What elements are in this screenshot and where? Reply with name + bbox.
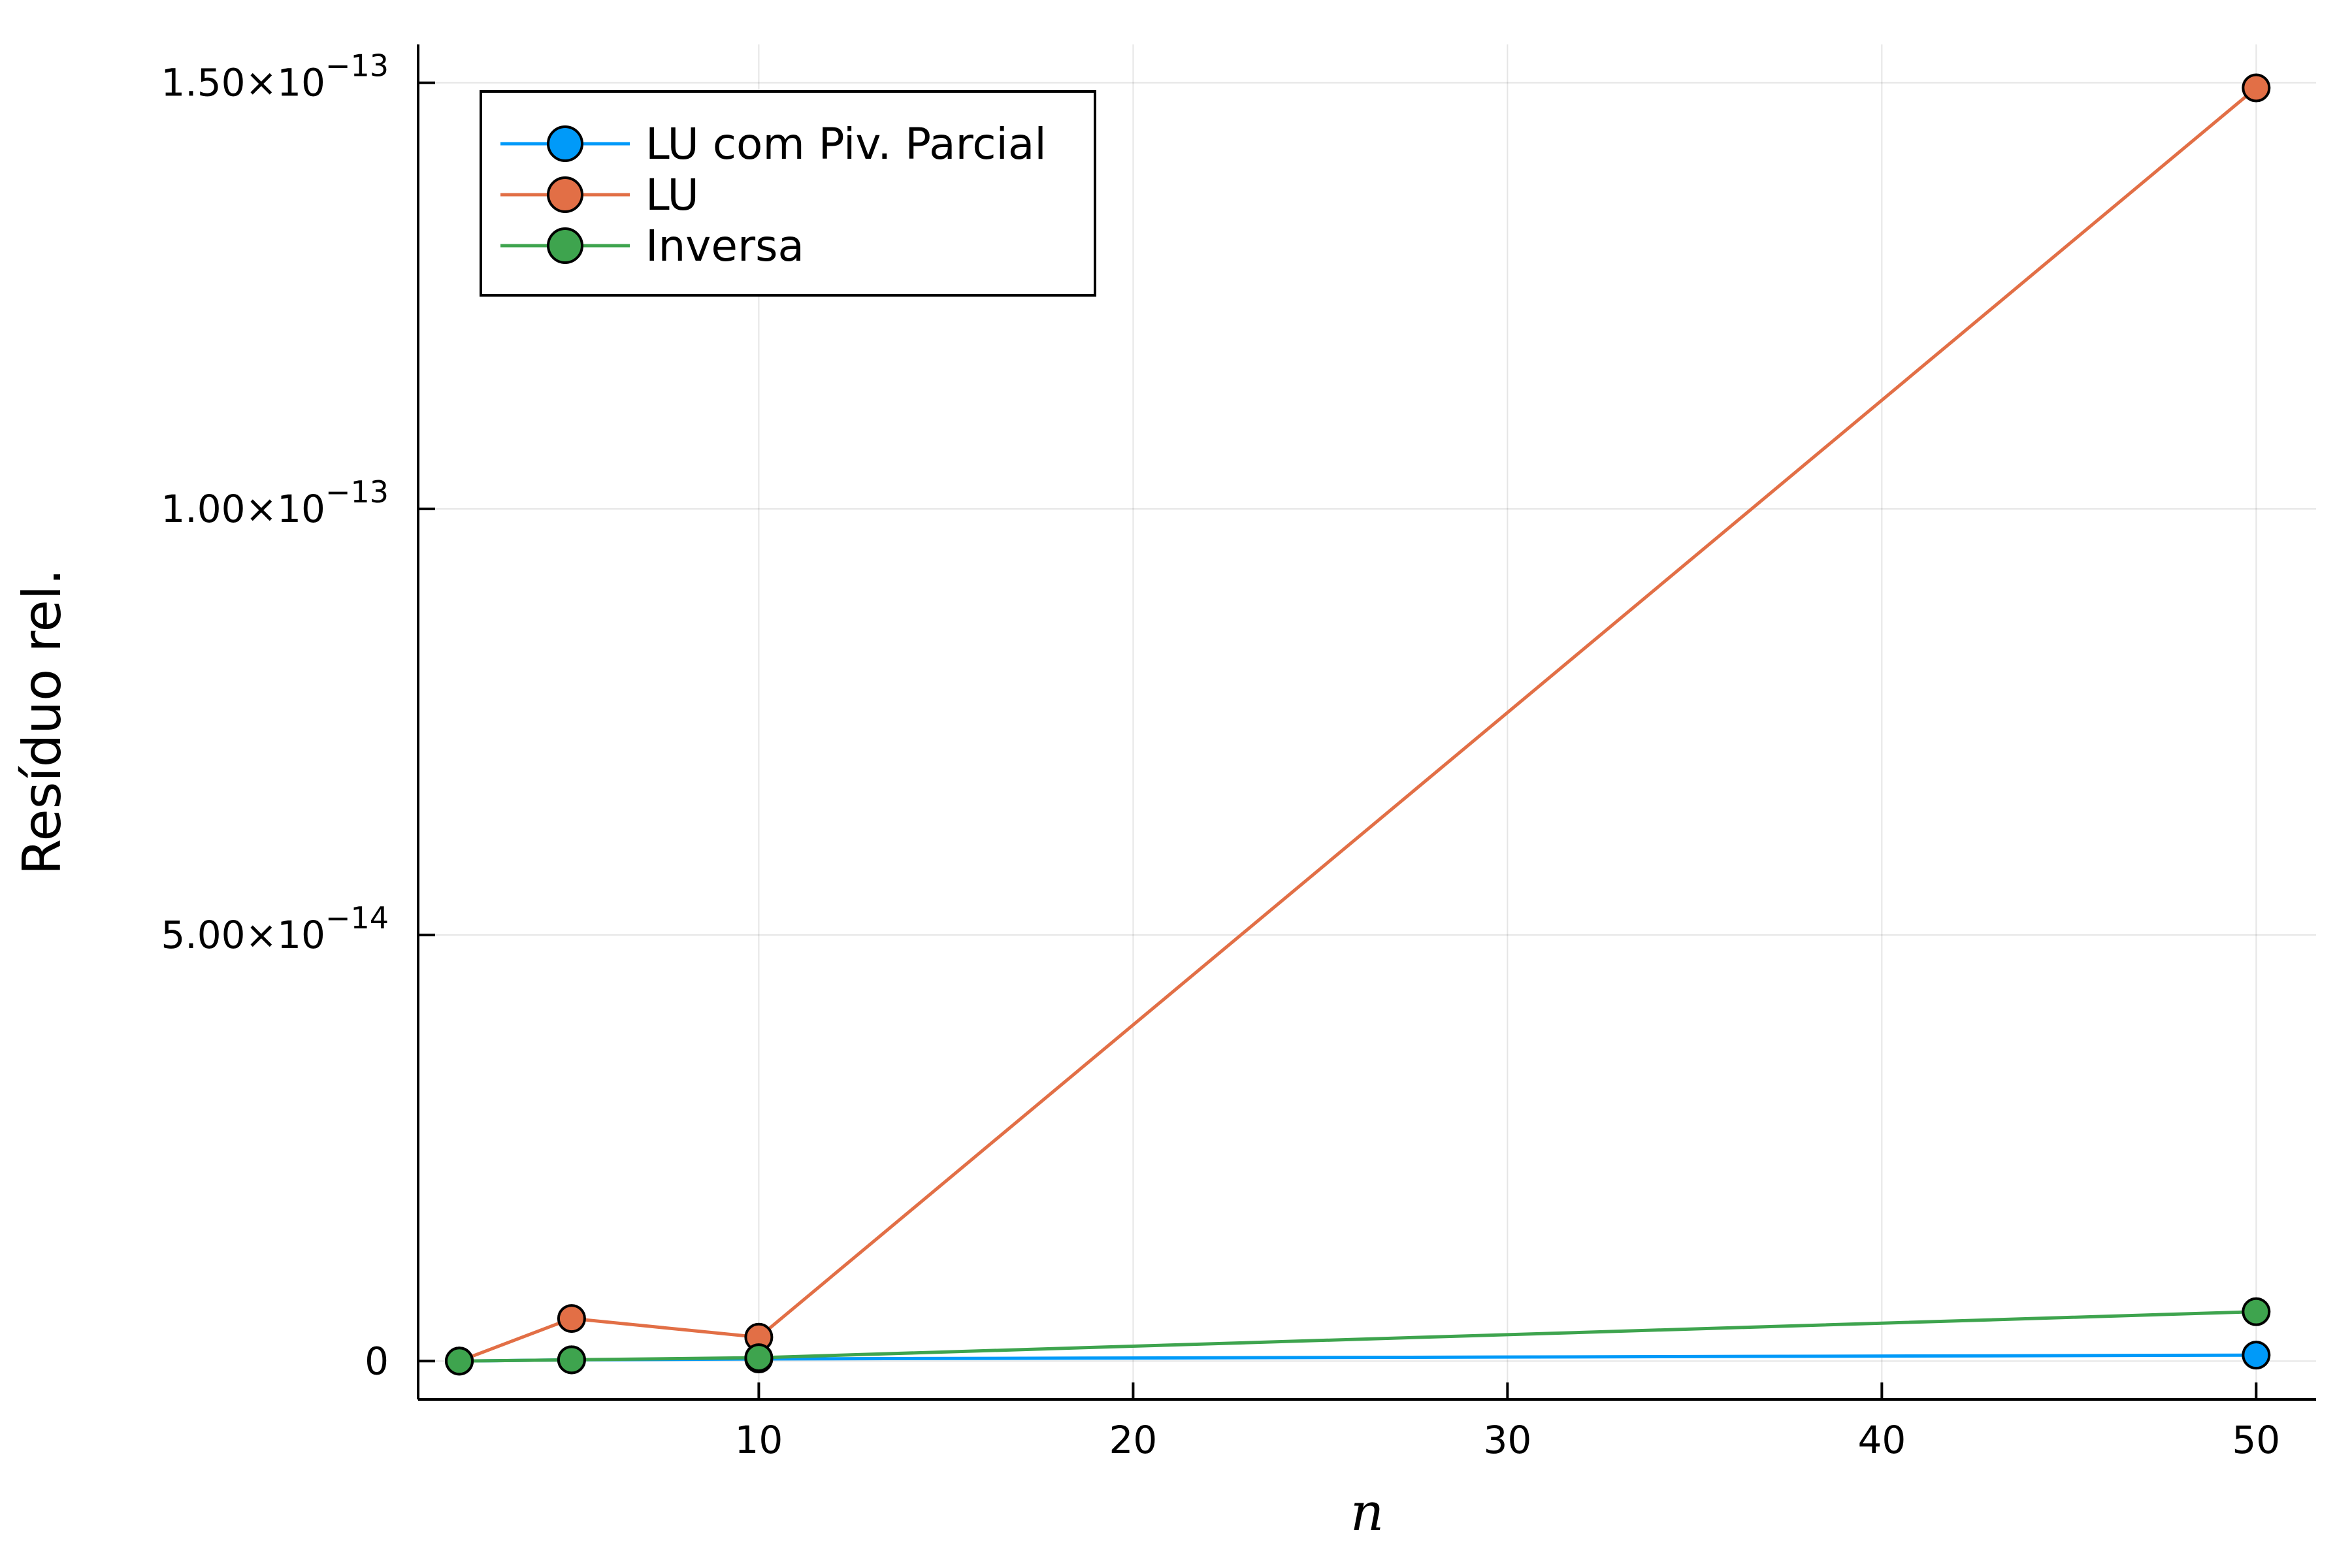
y-tick-mantissa: 0: [365, 1339, 389, 1383]
data-point-0-3: [2242, 1341, 2271, 1370]
y-tick-exponent: −13: [325, 48, 389, 84]
series-group: [445, 73, 2271, 1376]
data-point-2-2: [744, 1343, 774, 1373]
y-tick-exponent: −13: [325, 474, 389, 510]
legend-marker-2: [547, 227, 583, 264]
x-tick-label: 20: [1109, 1418, 1157, 1462]
y-tick-exponent: −14: [325, 900, 389, 936]
y-tick-mantissa: 1.50×10: [161, 61, 325, 105]
legend-label: LU: [645, 170, 699, 220]
legend-label: Inversa: [645, 221, 804, 271]
grid: [418, 44, 2316, 1399]
data-point-1-3: [2242, 73, 2271, 103]
y-tick-label: 1.00×10−13: [161, 474, 389, 531]
y-tick-label: 0: [365, 1339, 389, 1383]
series-line-1: [459, 86, 2257, 1363]
legend-label: LU com Piv. Parcial: [645, 119, 1047, 169]
data-point-1-1: [557, 1304, 586, 1333]
legend-marker-1: [547, 176, 583, 213]
data-point-2-0: [445, 1347, 474, 1376]
y-tick-mantissa: 1.00×10: [161, 487, 325, 531]
x-tick-label: 30: [1483, 1418, 1531, 1462]
y-tick-mantissa: 5.00×10: [161, 913, 325, 957]
legend-marker-0: [547, 125, 583, 162]
x-ticks: 10 20 30 40 50: [735, 1382, 2280, 1462]
axes: [417, 44, 2316, 1401]
x-tick-label: 10: [735, 1418, 783, 1462]
y-ticks: 05.00×10−141.00×10−131.50×10−13: [161, 48, 435, 1383]
data-point-2-1: [557, 1345, 586, 1375]
x-tick-label: 40: [1857, 1418, 1906, 1462]
y-tick-label: 1.50×10−13: [161, 48, 389, 105]
series-line-2: [459, 1310, 2257, 1363]
data-point-2-3: [2242, 1297, 2271, 1326]
x-axis-title: n: [1350, 1482, 1384, 1543]
y-axis-title: Resíduo rel.: [12, 569, 73, 875]
x-tick-label: 50: [2232, 1418, 2280, 1462]
y-tick-label: 5.00×10−14: [161, 900, 389, 957]
